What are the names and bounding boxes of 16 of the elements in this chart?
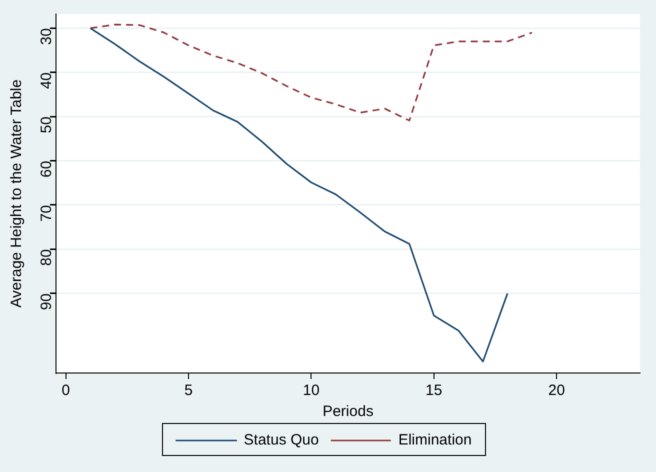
y-tick-label: 80: [38, 249, 56, 266]
x-tick-label: 0: [62, 382, 70, 400]
x-tick-label: 10: [302, 382, 320, 400]
legend-label: Status Quo: [244, 432, 319, 449]
legend-label: Elimination: [398, 432, 472, 449]
y-tick-label: 70: [38, 204, 56, 222]
x-tick-label: 20: [548, 382, 565, 400]
y-tick-label: 30: [38, 28, 56, 45]
y-tick-label: 60: [38, 160, 56, 178]
x-axis-title: Periods: [322, 403, 374, 420]
y-tick-label: 40: [38, 72, 56, 90]
y-tick-label: 50: [38, 116, 56, 134]
y-axis-title: Average Height to the Water Table: [8, 79, 26, 308]
x-tick-label: 5: [184, 382, 193, 400]
x-tick-label: 15: [426, 382, 442, 400]
y-tick-label: 90: [38, 293, 56, 310]
